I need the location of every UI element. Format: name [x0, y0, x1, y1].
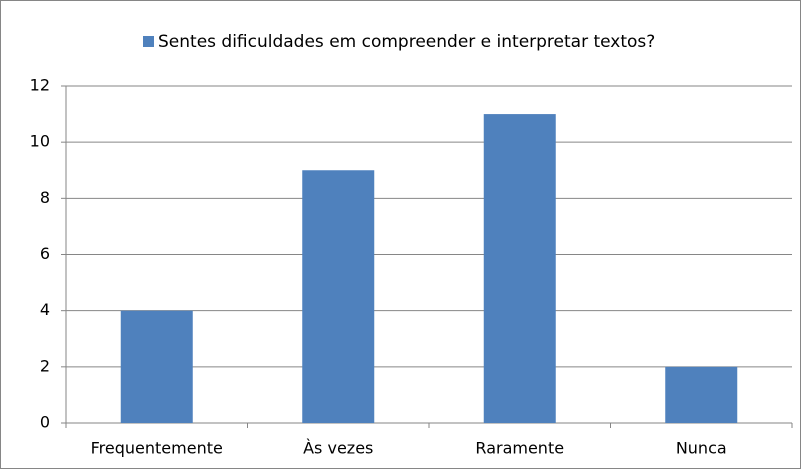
bar: [302, 170, 375, 423]
x-tick-label: Nunca: [676, 439, 727, 458]
bar: [120, 310, 193, 423]
bar: [483, 114, 556, 423]
legend-label: Sentes dificuldades em compreender e int…: [158, 32, 655, 52]
y-tick-label: 8: [40, 188, 50, 207]
legend-swatch: [143, 36, 154, 47]
bar: [665, 366, 738, 423]
y-tick-label: 12: [30, 76, 50, 95]
y-tick-label: 0: [40, 413, 50, 432]
y-tick-label: 2: [40, 356, 50, 375]
x-tick-label: Às vezes: [303, 439, 373, 458]
y-tick-label: 6: [40, 244, 50, 263]
y-tick-label: 4: [40, 300, 50, 319]
y-tick-label: 10: [30, 132, 50, 151]
x-tick-label: Frequentemente: [91, 439, 223, 458]
x-tick-label: Raramente: [475, 439, 564, 458]
